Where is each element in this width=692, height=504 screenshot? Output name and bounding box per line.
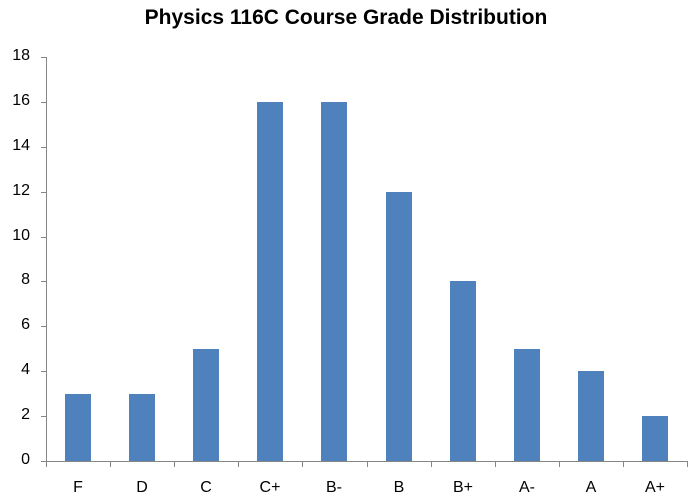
x-tick-label: B (393, 479, 405, 496)
y-tick-label: 6 (21, 316, 30, 333)
bar-c-plus (257, 102, 283, 461)
x-tick-mark (302, 461, 303, 467)
x-tick-mark (431, 461, 432, 467)
y-tick-mark (41, 281, 46, 282)
y-tick-label: 10 (12, 227, 30, 244)
y-tick-label: 16 (12, 92, 30, 109)
y-tick-label: 4 (21, 361, 30, 378)
x-tick-label: C (200, 479, 212, 496)
y-tick-mark (41, 461, 46, 462)
x-tick-label: A- (519, 479, 535, 496)
bar-d (129, 394, 155, 461)
bar-b-plus (450, 281, 476, 461)
bar-f (65, 394, 91, 461)
x-tick-mark (46, 461, 47, 467)
bar-b (386, 192, 412, 461)
x-tick-mark (495, 461, 496, 467)
x-tick-mark (367, 461, 368, 467)
chart-title: Physics 116C Course Grade Distribution (144, 6, 548, 29)
y-tick-label: 18 (12, 47, 30, 64)
x-tick-mark (623, 461, 624, 467)
x-tick-label: C+ (259, 479, 281, 496)
y-tick-label: 8 (21, 271, 30, 288)
y-tick-mark (41, 147, 46, 148)
x-tick-mark (238, 461, 239, 467)
x-tick-label: F (73, 479, 83, 496)
bar-a-plus (642, 416, 668, 461)
y-tick-mark (41, 57, 46, 58)
bar-c (193, 349, 219, 461)
y-axis-line (46, 57, 47, 462)
y-tick-mark (41, 326, 46, 327)
y-tick-mark (41, 416, 46, 417)
x-tick-mark (559, 461, 560, 467)
x-tick-label: A+ (644, 479, 665, 496)
y-tick-label: 2 (21, 406, 30, 423)
bar-a-minus (514, 349, 540, 461)
y-tick-label: 12 (12, 182, 30, 199)
y-tick-label: 0 (21, 451, 30, 468)
y-tick-mark (41, 371, 46, 372)
x-tick-label: D (136, 479, 148, 496)
y-tick-mark (41, 102, 46, 103)
x-tick-label: A (585, 479, 597, 496)
bar-a (578, 371, 604, 461)
x-tick-mark (687, 461, 688, 467)
y-tick-mark (41, 237, 46, 238)
x-tick-label: B- (326, 479, 342, 496)
bar-b-minus (321, 102, 347, 461)
y-tick-label: 14 (12, 137, 30, 154)
x-tick-label: B+ (452, 479, 473, 496)
x-tick-mark (110, 461, 111, 467)
x-tick-mark (174, 461, 175, 467)
y-tick-mark (41, 192, 46, 193)
